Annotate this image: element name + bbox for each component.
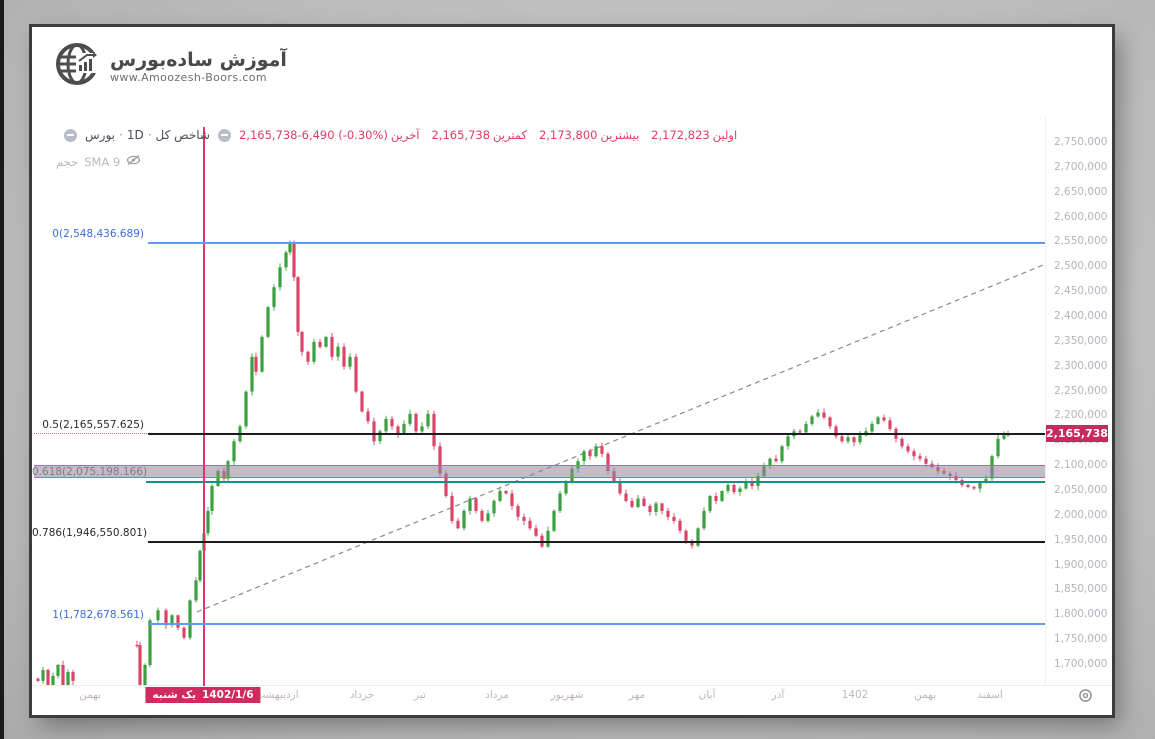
- open-label: اولین: [712, 128, 738, 142]
- time-tick-label: آبان: [698, 689, 716, 701]
- chart-canvas[interactable]: [32, 27, 1112, 715]
- price-tick-label: 2,000,000: [1054, 508, 1108, 521]
- time-tick-label: خرداد: [349, 689, 375, 701]
- price-tick-label: 2,500,000: [1054, 260, 1108, 273]
- price-tick-label: 2,450,000: [1054, 285, 1108, 298]
- fib-line-0.5[interactable]: [148, 432, 1045, 435]
- chart-legend: بورس · 1D · شاخص کل 2,165,738-6,490 (-0.…: [56, 128, 740, 142]
- price-tick-label: 2,650,000: [1054, 185, 1108, 198]
- price-tick-label: 1,750,000: [1054, 633, 1108, 646]
- change-value: 2,165,738-6,490 (-0.30%): [238, 128, 388, 142]
- study-title: شاخص کل: [155, 128, 210, 142]
- time-tick-label: مهر: [628, 689, 646, 701]
- price-tick-label: 1,800,000: [1054, 608, 1108, 621]
- legend-separator: ·: [118, 128, 123, 142]
- low-value: 2,165,738: [431, 128, 491, 142]
- fib-label-0: 0(2,548,436.689): [52, 228, 144, 241]
- price-tick-label: 2,200,000: [1054, 409, 1108, 422]
- price-tick-label: 2,050,000: [1054, 484, 1108, 496]
- fib-label-0.5: 0.5(2,165,557.625): [42, 418, 144, 431]
- date-badge-day: یک شنبه: [152, 689, 197, 701]
- symbol-name[interactable]: بورس: [85, 128, 115, 142]
- brand-name: آموزش ساده‌بورس: [110, 48, 287, 71]
- fib-line-0.786[interactable]: [148, 541, 1045, 544]
- last-label: آخرین: [390, 128, 420, 142]
- low-label: کمترین: [493, 128, 527, 142]
- interval-label[interactable]: 1D: [126, 128, 144, 142]
- time-tick-label: 1402: [841, 689, 869, 701]
- price-axis-border: [1045, 117, 1046, 685]
- legend-collapse-icon[interactable]: [217, 128, 231, 142]
- candles-group: [36, 240, 1010, 685]
- price-tick-label: 2,350,000: [1054, 334, 1108, 347]
- time-tick-label: اسفند: [977, 689, 1003, 701]
- time-tick-label: بهمن: [914, 689, 936, 701]
- fib-label-1: 1(1,782,678.561): [52, 608, 144, 621]
- high-label: بیشترین: [600, 128, 640, 142]
- price-axis[interactable]: 2,750,000 2,700,000 2,650,000 2,600,000 2,55…: [1048, 27, 1112, 685]
- fib-label-0.786: 0.786(1,946,550.801): [32, 527, 148, 540]
- time-tick-label: شهریور: [550, 689, 584, 701]
- date-vertical-line[interactable]: [203, 127, 205, 686]
- globe-chart-icon: [54, 41, 100, 91]
- price-tick-label: 1,900,000: [1054, 558, 1108, 571]
- brand-website: www.Amoozesh-Boors.com: [110, 70, 268, 84]
- fib-line-1[interactable]: [148, 622, 1045, 625]
- legend-separator: ·: [147, 128, 152, 142]
- scale-settings-icon[interactable]: [1078, 688, 1093, 707]
- date-badge: یک شنبه 1402/1/6: [145, 687, 261, 703]
- trendline[interactable]: [196, 263, 1048, 613]
- time-tick-label: بهمن: [79, 689, 101, 701]
- fib-zone-band[interactable]: [34, 464, 1045, 479]
- time-tick-label: تیر: [414, 689, 426, 701]
- volume-label: حجم: [56, 154, 79, 169]
- open-value: 2,172,823: [651, 128, 710, 142]
- price-tick-label: 2,400,000: [1054, 310, 1108, 322]
- fib-line-0[interactable]: [148, 242, 1045, 245]
- time-tick-label: آذر: [771, 689, 785, 701]
- brand-logo: آموزش ساده‌بورس www.Amoozesh-Boors.com: [54, 41, 287, 91]
- price-tick-label: 2,550,000: [1054, 235, 1108, 248]
- price-tick-label: 2,250,000: [1054, 384, 1108, 397]
- fib-label-0.618: 0.618(2,075,198.166): [32, 465, 148, 478]
- price-tick-label: 2,750,000: [1054, 136, 1108, 148]
- ohlc-values: 2,165,738-6,490 (-0.30%) آخرین 2,165,738…: [239, 128, 740, 142]
- eye-off-icon[interactable]: [126, 154, 141, 169]
- chart-card: آموزش ساده‌بورس www.Amoozesh-Boors.com ب…: [32, 27, 1112, 715]
- price-tick-label: 1,850,000: [1054, 583, 1108, 596]
- price-tick-label: 2,300,000: [1054, 359, 1108, 372]
- last-price-badge: 2,165,738: [1046, 425, 1108, 443]
- sma-label: SMA 9: [84, 154, 121, 169]
- price-tick-label: 2,100,000: [1054, 459, 1108, 472]
- volume-indicator-row: حجم SMA 9: [56, 154, 141, 169]
- time-tick-label: اردیبهشت: [255, 689, 299, 701]
- collapse-minus-icon[interactable]: [64, 128, 77, 142]
- teal-support-line[interactable]: [146, 481, 1045, 484]
- time-tick-label: مرداد: [485, 689, 509, 701]
- price-tick-label: 2,600,000: [1054, 210, 1108, 223]
- high-value: 2,173,800: [538, 128, 598, 142]
- date-badge-date: 1402/1/6: [202, 689, 254, 701]
- price-tick-label: 1,700,000: [1054, 658, 1108, 670]
- price-tick-label: 1,950,000: [1054, 533, 1108, 546]
- price-tick-label: 2,700,000: [1054, 160, 1108, 173]
- time-axis-border: [32, 685, 1112, 686]
